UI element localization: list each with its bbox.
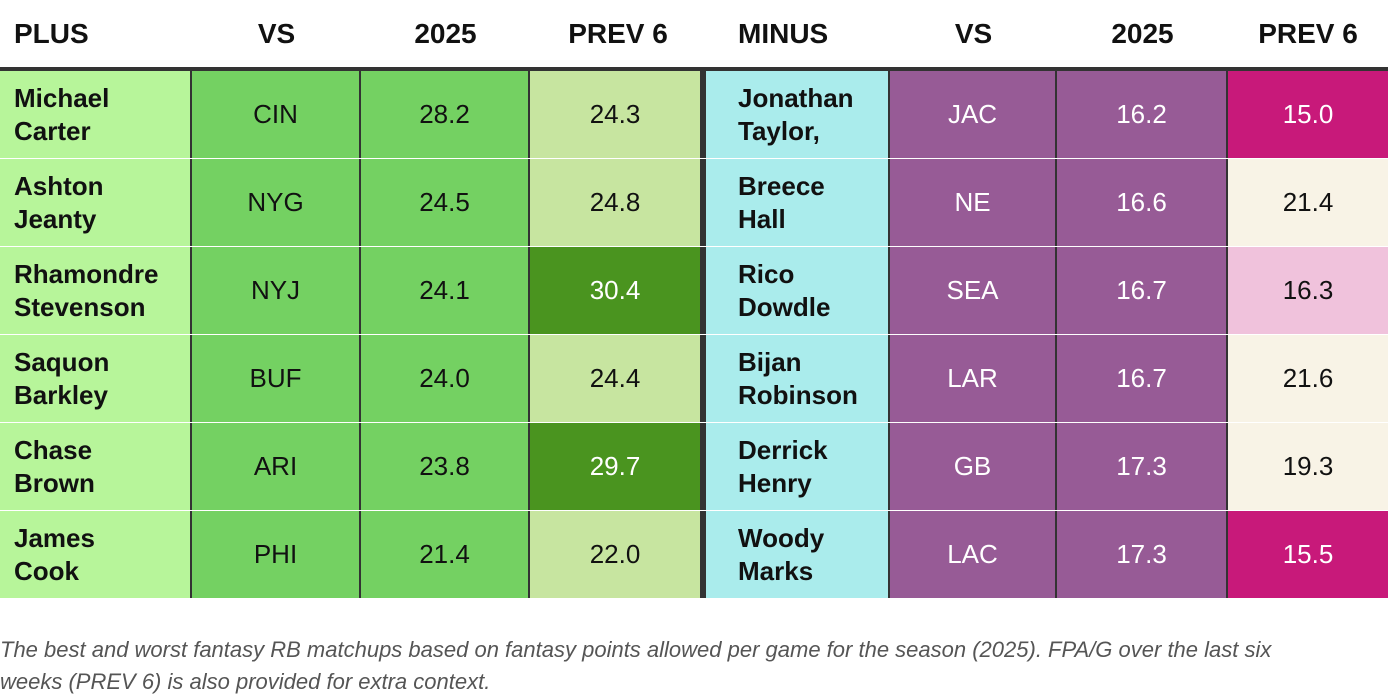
plus-opponent: BUF	[192, 335, 361, 422]
header-minus-vs: VS	[954, 17, 993, 49]
player-name-line: Brown	[14, 467, 95, 498]
minus-opponent: GB	[890, 423, 1057, 510]
plus-2025-value: 23.8	[361, 423, 530, 510]
header-plus: PLUS	[14, 17, 89, 49]
table-row: James Cook PHI 21.4 22.0 Woody Marks LAC 17.3 15.…	[0, 511, 1388, 599]
minus-prev6-value: 19.3	[1228, 423, 1388, 510]
plus-opponent: PHI	[192, 511, 361, 598]
minus-prev6-value: 21.4	[1228, 159, 1388, 246]
header-plus-vs: VS	[257, 17, 296, 49]
plus-prev6-value: 24.8	[530, 159, 706, 246]
plus-2025-value: 24.5	[361, 159, 530, 246]
player-name-line: Rhamondre	[14, 258, 159, 289]
player-name-line: Breece	[738, 170, 825, 201]
player-name-line: Dowdle	[738, 291, 831, 322]
player-name-line: Rico	[738, 258, 795, 289]
player-name-line: Derrick	[738, 434, 828, 465]
plus-player-name: Rhamondre Stevenson	[0, 247, 192, 334]
plus-prev6-value: 30.4	[530, 247, 706, 334]
player-name-line: Saquon	[14, 346, 110, 377]
header-plus-2025: 2025	[414, 17, 477, 49]
table-caption: The best and worst fantasy RB matchups b…	[0, 634, 1388, 698]
player-name-line: Henry	[738, 467, 812, 498]
player-name-line: Chase	[14, 434, 93, 465]
player-name-line: Bijan	[738, 346, 802, 377]
minus-opponent: LAC	[890, 511, 1057, 598]
minus-player-name: Bijan Robinson	[706, 335, 890, 422]
table-header: PLUS VS 2025 PREV 6 MINUS VS 2025 PREV 6	[0, 0, 1388, 71]
header-plus-prev6: PREV 6	[568, 17, 668, 49]
minus-prev6-value: 21.6	[1228, 335, 1388, 422]
player-name-line: Jonathan	[738, 82, 854, 113]
player-name-line: Taylor,	[738, 115, 820, 146]
plus-2025-value: 28.2	[361, 71, 530, 158]
table-row: Michael Carter CIN 28.2 24.3 Jonathan Taylor, J…	[0, 71, 1388, 159]
player-name-line: Michael	[14, 82, 110, 113]
player-name-line: James	[14, 522, 95, 553]
minus-opponent: SEA	[890, 247, 1057, 334]
minus-prev6-value: 15.5	[1228, 511, 1388, 598]
table-row: Saquon Barkley BUF 24.0 24.4 Bijan Robinson LAR…	[0, 335, 1388, 423]
player-name-line: Carter	[14, 115, 91, 146]
table-row: Chase Brown ARI 23.8 29.7 Derrick Henry GB 17.3 1…	[0, 423, 1388, 511]
plus-player-name: Chase Brown	[0, 423, 192, 510]
player-name-line: Stevenson	[14, 291, 146, 322]
caption-line-1: The best and worst fantasy RB matchups b…	[0, 637, 1272, 662]
minus-opponent: LAR	[890, 335, 1057, 422]
player-name-line: Marks	[738, 555, 814, 586]
plus-opponent: CIN	[192, 71, 361, 158]
header-minus-prev6: PREV 6	[1258, 17, 1358, 49]
plus-prev6-value: 24.3	[530, 71, 706, 158]
player-name-line: Cook	[14, 555, 79, 586]
plus-opponent: NYJ	[192, 247, 361, 334]
plus-player-name: James Cook	[0, 511, 192, 598]
plus-2025-value: 24.1	[361, 247, 530, 334]
player-name-line: Woody	[738, 522, 825, 553]
caption-line-2: weeks (PREV 6) is also provided for extr…	[0, 669, 491, 694]
table-row: Ashton Jeanty NYG 24.5 24.8 Breece Hall NE 16.6 2…	[0, 159, 1388, 247]
minus-player-name: Woody Marks	[706, 511, 890, 598]
minus-opponent: JAC	[890, 71, 1057, 158]
table-body: Michael Carter CIN 28.2 24.3 Jonathan Taylor, J…	[0, 71, 1388, 599]
plus-player-name: Saquon Barkley	[0, 335, 192, 422]
minus-2025-value: 16.2	[1057, 71, 1228, 158]
plus-prev6-value: 22.0	[530, 511, 706, 598]
minus-2025-value: 17.3	[1057, 511, 1228, 598]
plus-prev6-value: 29.7	[530, 423, 706, 510]
minus-opponent: NE	[890, 159, 1057, 246]
plus-prev6-value: 24.4	[530, 335, 706, 422]
minus-player-name: Breece Hall	[706, 159, 890, 246]
player-name-line: Jeanty	[14, 203, 97, 234]
minus-player-name: Jonathan Taylor,	[706, 71, 890, 158]
player-name-line: Hall	[738, 203, 786, 234]
matchups-table: PLUS VS 2025 PREV 6 MINUS VS 2025 PREV 6…	[0, 0, 1388, 599]
plus-player-name: Ashton Jeanty	[0, 159, 192, 246]
minus-2025-value: 17.3	[1057, 423, 1228, 510]
player-name-line: Barkley	[14, 379, 108, 410]
player-name-line: Ashton	[14, 170, 104, 201]
plus-player-name: Michael Carter	[0, 71, 192, 158]
minus-player-name: Rico Dowdle	[706, 247, 890, 334]
minus-2025-value: 16.6	[1057, 159, 1228, 246]
header-minus: MINUS	[738, 17, 829, 49]
minus-2025-value: 16.7	[1057, 335, 1228, 422]
plus-2025-value: 24.0	[361, 335, 530, 422]
plus-opponent: ARI	[192, 423, 361, 510]
minus-2025-value: 16.7	[1057, 247, 1228, 334]
table-row: Rhamondre Stevenson NYJ 24.1 30.4 Rico Dowdle S…	[0, 247, 1388, 335]
minus-player-name: Derrick Henry	[706, 423, 890, 510]
plus-2025-value: 21.4	[361, 511, 530, 598]
minus-prev6-value: 16.3	[1228, 247, 1388, 334]
plus-opponent: NYG	[192, 159, 361, 246]
player-name-line: Robinson	[738, 379, 858, 410]
header-minus-2025: 2025	[1111, 17, 1174, 49]
minus-prev6-value: 15.0	[1228, 71, 1388, 158]
